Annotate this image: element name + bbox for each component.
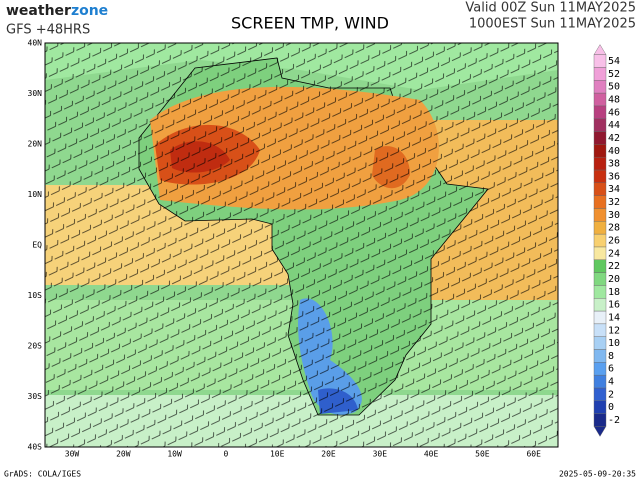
lon-label: 0 — [223, 450, 228, 459]
lat-label: 40N — [28, 39, 43, 48]
colorbar-label: -2 — [608, 415, 620, 426]
lat-label: 20N — [28, 140, 43, 149]
lon-label: 50E — [475, 450, 490, 459]
colorbar-swatch — [593, 400, 607, 414]
colorbar-swatch — [593, 374, 607, 389]
colorbar-swatch — [593, 195, 607, 209]
colorbar-swatch — [593, 144, 607, 158]
valid-local: 1000EST Sun 11MAY2025 — [469, 17, 636, 32]
colorbar-label: 36 — [608, 171, 620, 182]
lon-label: 10E — [270, 450, 285, 459]
colorbar-label: 20 — [608, 274, 620, 285]
colorbar-label: 50 — [608, 82, 620, 93]
valid-utc: Valid 00Z Sun 11MAY2025 — [465, 1, 636, 16]
colorbar-swatch — [593, 131, 607, 145]
colorbar-bottom-arrow — [593, 426, 607, 437]
colorbar-swatch — [593, 182, 607, 196]
colorbar-swatch — [593, 310, 607, 325]
lon-label: 30W — [65, 450, 80, 459]
lat-axis: 40N 30N 20N 10N EQ 10S 20S 30S 40S — [28, 39, 43, 452]
colorbar-swatch — [593, 285, 607, 299]
colorbar-swatch — [593, 67, 607, 81]
lat-label: 10S — [28, 291, 43, 300]
colorbar-label: 52 — [608, 69, 620, 80]
colorbar-swatch — [593, 92, 607, 107]
model-label: GFS +48HRS — [6, 23, 90, 38]
colorbar-swatch — [593, 208, 607, 222]
map-field — [45, 43, 558, 447]
colorbar-swatch — [593, 259, 607, 273]
colorbar-label: 42 — [608, 133, 620, 144]
colorbar-label: 28 — [608, 223, 620, 234]
colorbar-swatch — [593, 156, 607, 171]
colorbar-swatch — [593, 272, 607, 286]
colorbar-label: 14 — [608, 312, 620, 323]
colorbar-label: 6 — [608, 364, 614, 375]
colorbar-label: 16 — [608, 300, 620, 311]
colorbar-label: 38 — [608, 159, 620, 170]
colorbar-label: 22 — [608, 261, 620, 272]
colorbar-label: 12 — [608, 325, 620, 336]
lon-label: 20W — [116, 450, 131, 459]
lon-label: 60E — [526, 450, 541, 459]
colorbar-swatch — [593, 105, 607, 119]
colorbar-label: 30 — [608, 210, 620, 221]
colorbar-label: 24 — [608, 248, 620, 259]
lat-label: 30S — [28, 392, 43, 401]
lon-label: 40E — [424, 450, 439, 459]
colorbar-swatch — [593, 362, 607, 376]
map-title: SCREEN TMP, WIND — [231, 14, 389, 33]
colorbar-swatch — [593, 221, 607, 235]
colorbar-swatch — [593, 233, 607, 248]
colorbar-label: 40 — [608, 146, 620, 157]
lon-label: 20E — [321, 450, 336, 459]
colorbar-label: 0 — [608, 402, 614, 413]
lon-label: 30E — [373, 450, 388, 459]
colorbar-swatch — [593, 246, 607, 260]
footer-timestamp: 2025-05-09-20:35 — [559, 470, 636, 479]
colorbar-label: 44 — [608, 120, 620, 131]
colorbar-swatch — [593, 118, 607, 132]
lat-label: 20S — [28, 342, 43, 351]
colorbar-label: 18 — [608, 287, 620, 298]
colorbar-swatch — [593, 80, 607, 94]
colorbar-label: 54 — [608, 56, 620, 67]
lon-label: 10W — [167, 450, 182, 459]
colorbar-label: 8 — [608, 351, 614, 362]
colorbar-swatch — [593, 169, 607, 184]
lat-label: 10N — [28, 190, 43, 199]
colorbar-swatch — [593, 297, 607, 312]
colorbar-label: 26 — [608, 236, 620, 247]
colorbar-label: 2 — [608, 389, 614, 400]
colorbar-label: 10 — [608, 338, 620, 349]
map-frame — [44, 42, 559, 448]
colorbar-swatch — [593, 349, 607, 363]
colorbar-label: 4 — [608, 377, 614, 388]
footer-credit: GrADS: COLA/IGES — [4, 470, 81, 479]
brand-logo: weatherzone — [6, 3, 108, 19]
lat-label: 30N — [28, 89, 43, 98]
colorbar-top-arrow — [593, 44, 607, 55]
colorbar-label: 46 — [608, 107, 620, 118]
colorbar-swatch — [593, 413, 607, 427]
colorbar-swatch — [593, 54, 607, 68]
colorbar-swatch — [593, 387, 607, 401]
colorbar-swatch — [593, 336, 607, 350]
lat-label: EQ — [32, 241, 42, 250]
colorbar-label: 32 — [608, 197, 620, 208]
colorbar-label: 34 — [608, 184, 620, 195]
lon-axis: 30W 20W 10W 0 10E 20E 30E 40E 50E 60E — [65, 450, 541, 459]
colorbar-swatch — [593, 323, 607, 337]
colorbar-label: 48 — [608, 94, 620, 105]
colorbar: -202468101214161820222426283032343638404… — [593, 44, 620, 437]
lat-label: 40S — [28, 443, 43, 452]
